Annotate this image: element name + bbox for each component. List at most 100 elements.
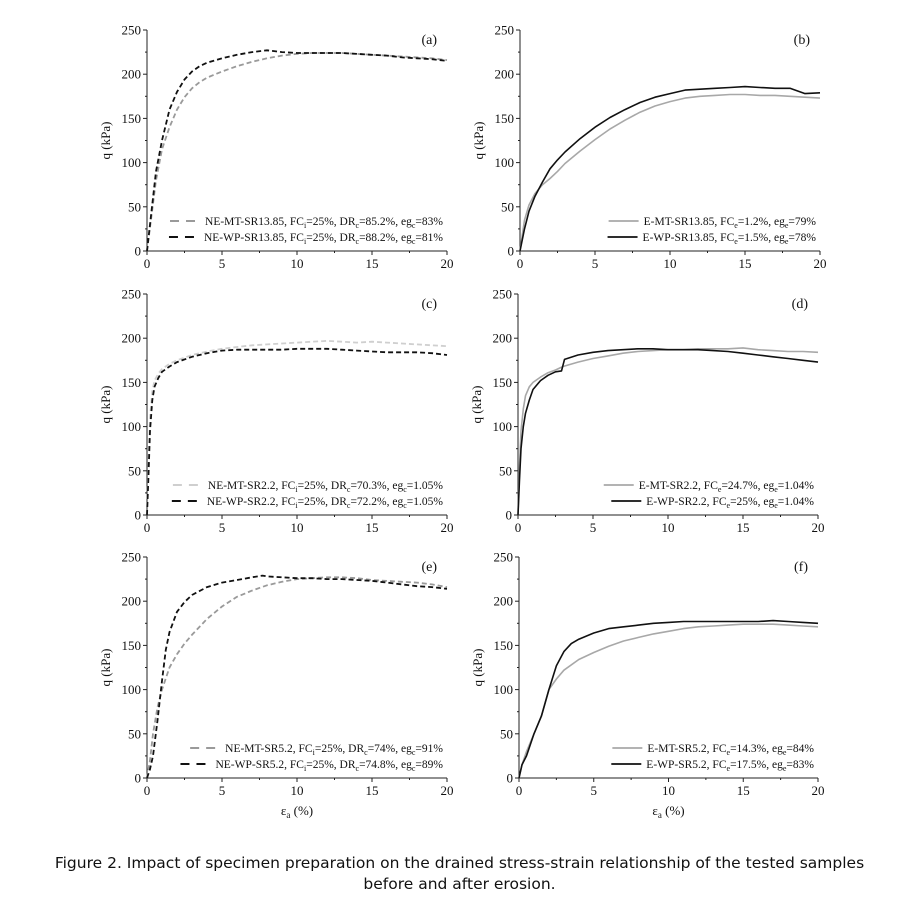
x-tick-label: 0 (144, 520, 151, 535)
x-tick-label: 15 (737, 520, 750, 535)
y-tick-label: 50 (501, 199, 514, 214)
panel-tag: (e) (421, 560, 437, 575)
y-tick-label: 0 (506, 508, 513, 523)
panel-tag: (b) (794, 33, 811, 48)
series-e-wp-sr2.2 (517, 347, 819, 516)
y-tick-label: 100 (122, 419, 142, 434)
y-tick-label: 150 (122, 638, 142, 653)
legend-label: NE-WP-SR5.2, FCi=25%, DRc=74.8%, egc=89% (215, 759, 443, 773)
panel-tag: (a) (421, 33, 437, 48)
series-e-mt-sr2.2 (517, 347, 819, 516)
x-tick-label: 15 (739, 256, 752, 271)
y-tick-label: 200 (493, 331, 513, 346)
x-tick-label: 20 (812, 783, 825, 798)
y-tick-label: 200 (495, 67, 515, 82)
series-ne-mt-sr2.2 (146, 339, 448, 516)
series-ne-mt-sr5.2 (146, 576, 448, 779)
y-tick-label: 250 (122, 550, 142, 565)
x-tick-label: 10 (291, 520, 304, 535)
series-ne-wp-sr13.85 (146, 49, 448, 252)
y-tick-label: 0 (508, 244, 515, 259)
figure-caption: Figure 2. Impact of specimen preparation… (0, 853, 919, 895)
x-tick-label: 10 (664, 256, 677, 271)
y-axis-label: q (kPa) (470, 649, 485, 687)
x-tick-label: 5 (590, 520, 597, 535)
x-tick-label: 0 (517, 256, 524, 271)
legend-label: E-MT-SR2.2, FCe=24.7%, ege=1.04% (639, 480, 815, 494)
x-tick-label: 15 (366, 256, 379, 271)
panel-a: 0 50 100 150 200 250 0 5 10 15 20 q (kPa) (a) NE-MT-S… (98, 23, 454, 272)
y-tick-label: 250 (495, 23, 515, 38)
legend-label: NE-MT-SR5.2, FCi=25%, DRc=74%, egc=91% (225, 743, 443, 757)
y-tick-label: 200 (122, 594, 142, 609)
y-tick-label: 100 (493, 419, 513, 434)
caption-line-2: before and after erosion. (363, 875, 556, 893)
y-tick-label: 50 (128, 463, 141, 478)
y-tick-label: 0 (135, 771, 142, 786)
x-axis-label: εa (%) (281, 803, 313, 820)
panel-tag: (c) (421, 297, 437, 312)
y-tick-label: 200 (494, 594, 514, 609)
panel-e: 0 50 100 150 200 250 0 5 10 15 20 q (kPa) (e) NE-MT-S… (98, 550, 454, 821)
y-axis-label: q (kPa) (471, 122, 486, 160)
y-tick-label: 150 (122, 111, 142, 126)
x-tick-label: 20 (814, 256, 827, 271)
y-tick-label: 250 (494, 550, 514, 565)
legend-label: NE-MT-SR13.85, FCi=25%, DRc=85.2%, egc=8… (205, 216, 443, 230)
y-tick-label: 50 (500, 726, 513, 741)
panel-f: 0 50 100 150 200 250 0 5 10 15 20 q (kPa) (f) E-MT-SR… (470, 550, 825, 821)
x-tick-label: 15 (737, 783, 750, 798)
panel-d: 0 50 100 150 200 250 0 5 10 15 20 q (kPa) (d) E-MT-SR… (469, 287, 825, 536)
y-tick-label: 100 (122, 155, 142, 170)
y-tick-label: 150 (495, 111, 515, 126)
y-tick-label: 100 (122, 682, 142, 697)
series-e-wp-sr13.85 (519, 85, 821, 252)
x-tick-label: 10 (291, 783, 304, 798)
y-axis-label: q (kPa) (469, 386, 484, 424)
x-tick-label: 15 (366, 520, 379, 535)
series-e-wp-sr5.2 (518, 619, 819, 779)
caption-line-1: Figure 2. Impact of specimen preparation… (54, 854, 865, 872)
x-tick-label: 20 (441, 256, 454, 271)
y-tick-label: 50 (128, 726, 141, 741)
x-tick-label: 0 (144, 783, 151, 798)
panel-tag: (f) (794, 560, 808, 575)
legend-label: NE-WP-SR2.2, FCi=25%, DRc=72.2%, egc=1.0… (207, 496, 444, 510)
legend-label: E-WP-SR2.2, FCe=25%, ege=1.04% (646, 496, 814, 510)
x-tick-label: 5 (219, 256, 226, 271)
series-e-mt-sr13.85 (519, 93, 821, 252)
y-axis-label: q (kPa) (98, 386, 113, 424)
legend-label: E-WP-SR13.85, FCe=1.5%, ege=78% (643, 232, 817, 246)
y-tick-label: 250 (493, 287, 513, 302)
panel-tag: (d) (792, 297, 809, 312)
panel-c: 0 50 100 150 200 250 0 5 10 15 20 q (kPa) (c) NE-MT-S… (98, 287, 454, 536)
x-tick-label: 20 (441, 783, 454, 798)
x-tick-label: 10 (291, 256, 304, 271)
legend-label: NE-WP-SR13.85, FCi=25%, DRc=88.2%, egc=8… (204, 232, 443, 246)
y-tick-label: 250 (122, 23, 142, 38)
legend-label: E-MT-SR5.2, FCe=14.3%, ege=84% (647, 743, 814, 757)
y-tick-label: 200 (122, 67, 142, 82)
panel-b: 0 50 100 150 200 250 0 5 10 15 20 q (kPa) (b) E-MT-SR… (471, 23, 827, 272)
legend-label: NE-MT-SR2.2, FCi=25%, DRc=70.3%, egc=1.0… (208, 480, 444, 494)
y-axis-label: q (kPa) (98, 649, 113, 687)
y-tick-label: 250 (122, 287, 142, 302)
x-tick-label: 5 (591, 783, 598, 798)
x-tick-label: 20 (441, 520, 454, 535)
y-tick-label: 0 (507, 771, 514, 786)
y-tick-label: 0 (135, 508, 142, 523)
x-tick-label: 0 (144, 256, 151, 271)
x-tick-label: 15 (366, 783, 379, 798)
series-ne-wp-sr2.2 (146, 347, 448, 516)
x-tick-label: 5 (219, 520, 226, 535)
x-axis-label: εa (%) (652, 803, 684, 820)
y-axis-label: q (kPa) (98, 122, 113, 160)
legend-label: E-WP-SR5.2, FCe=17.5%, ege=83% (646, 759, 814, 773)
y-tick-label: 150 (494, 638, 514, 653)
x-tick-label: 10 (662, 783, 675, 798)
legend-label: E-MT-SR13.85, FCe=1.2%, ege=79% (644, 216, 817, 230)
x-tick-label: 5 (592, 256, 599, 271)
x-tick-label: 0 (516, 783, 523, 798)
y-tick-label: 50 (499, 463, 512, 478)
